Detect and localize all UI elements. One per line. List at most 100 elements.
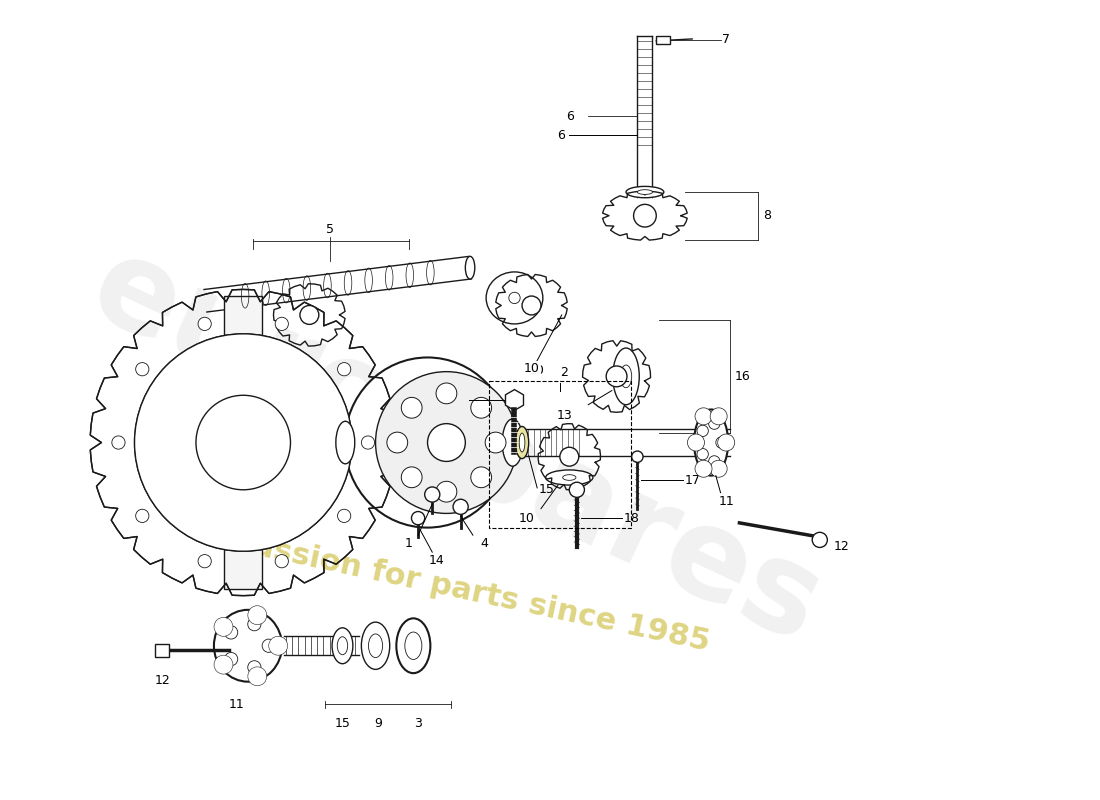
Text: 17: 17 — [684, 474, 701, 487]
Circle shape — [198, 318, 211, 330]
Text: 9: 9 — [374, 717, 383, 730]
Ellipse shape — [509, 292, 520, 303]
Circle shape — [695, 460, 712, 478]
Circle shape — [411, 511, 425, 525]
Circle shape — [135, 362, 149, 376]
Bar — [224, 296, 262, 589]
Text: 4: 4 — [481, 537, 488, 550]
Circle shape — [262, 639, 275, 652]
Circle shape — [268, 636, 287, 655]
Circle shape — [428, 424, 465, 462]
Circle shape — [338, 510, 351, 522]
Ellipse shape — [503, 419, 522, 466]
Circle shape — [716, 437, 727, 448]
Text: 3: 3 — [414, 717, 422, 730]
Ellipse shape — [613, 348, 639, 405]
Circle shape — [362, 436, 375, 449]
Text: a passion for parts since 1985: a passion for parts since 1985 — [199, 521, 713, 657]
Text: 12: 12 — [155, 674, 170, 687]
Circle shape — [471, 398, 492, 418]
Ellipse shape — [637, 190, 652, 194]
Circle shape — [224, 653, 238, 666]
Circle shape — [631, 451, 644, 462]
Text: 1: 1 — [405, 537, 412, 550]
Circle shape — [425, 487, 440, 502]
Circle shape — [134, 334, 352, 551]
Text: 7: 7 — [723, 34, 730, 46]
Circle shape — [248, 606, 266, 625]
Text: 11: 11 — [229, 698, 244, 710]
Ellipse shape — [546, 470, 593, 485]
Circle shape — [695, 408, 712, 425]
Text: 12: 12 — [834, 540, 849, 553]
Ellipse shape — [405, 632, 422, 659]
Circle shape — [196, 395, 290, 490]
Text: 6: 6 — [557, 129, 564, 142]
Text: 5: 5 — [327, 223, 334, 236]
Ellipse shape — [332, 628, 353, 664]
Circle shape — [214, 618, 233, 636]
Bar — [155, 644, 169, 657]
Circle shape — [560, 447, 579, 466]
Ellipse shape — [620, 365, 631, 388]
Circle shape — [112, 436, 125, 449]
Circle shape — [471, 467, 492, 488]
Circle shape — [135, 510, 149, 522]
Circle shape — [634, 204, 657, 227]
Text: 8: 8 — [763, 209, 771, 222]
Text: 19: 19 — [451, 394, 468, 406]
Text: 2: 2 — [560, 366, 568, 379]
Circle shape — [224, 626, 238, 639]
Circle shape — [248, 661, 261, 674]
Circle shape — [570, 482, 584, 498]
Circle shape — [248, 618, 261, 630]
Text: 15: 15 — [334, 717, 351, 730]
Text: 10: 10 — [519, 511, 535, 525]
Polygon shape — [506, 390, 524, 410]
Circle shape — [275, 318, 288, 330]
Circle shape — [300, 306, 319, 324]
Ellipse shape — [338, 637, 348, 654]
Circle shape — [708, 456, 720, 467]
Ellipse shape — [368, 634, 383, 658]
Circle shape — [387, 432, 408, 453]
Ellipse shape — [516, 426, 529, 458]
Circle shape — [688, 434, 704, 451]
Text: 16: 16 — [735, 370, 750, 383]
Ellipse shape — [344, 358, 510, 527]
Circle shape — [522, 296, 541, 315]
Circle shape — [198, 554, 211, 568]
Ellipse shape — [396, 618, 430, 673]
Circle shape — [402, 398, 422, 418]
Text: 11: 11 — [718, 494, 735, 507]
Ellipse shape — [213, 610, 282, 682]
Circle shape — [711, 408, 727, 425]
Circle shape — [812, 532, 827, 547]
Ellipse shape — [563, 474, 576, 480]
Circle shape — [248, 667, 266, 686]
Circle shape — [697, 425, 708, 437]
Circle shape — [697, 449, 708, 460]
Ellipse shape — [486, 272, 542, 324]
Circle shape — [338, 362, 351, 376]
Circle shape — [275, 554, 288, 568]
Circle shape — [717, 434, 735, 451]
Text: eurospares: eurospares — [73, 226, 839, 669]
Circle shape — [134, 334, 352, 551]
Circle shape — [453, 499, 469, 514]
Circle shape — [402, 467, 422, 488]
Text: 15: 15 — [539, 483, 554, 496]
Bar — [657, 36, 670, 44]
Circle shape — [436, 482, 456, 502]
Bar — [490, 381, 630, 527]
Circle shape — [436, 383, 456, 404]
Circle shape — [606, 366, 627, 386]
Text: 10: 10 — [528, 364, 544, 377]
Text: 14: 14 — [429, 554, 444, 567]
Circle shape — [485, 432, 506, 453]
Circle shape — [375, 372, 517, 514]
Text: 10: 10 — [524, 362, 539, 375]
Ellipse shape — [336, 422, 355, 464]
Ellipse shape — [694, 410, 728, 476]
Ellipse shape — [465, 256, 475, 279]
